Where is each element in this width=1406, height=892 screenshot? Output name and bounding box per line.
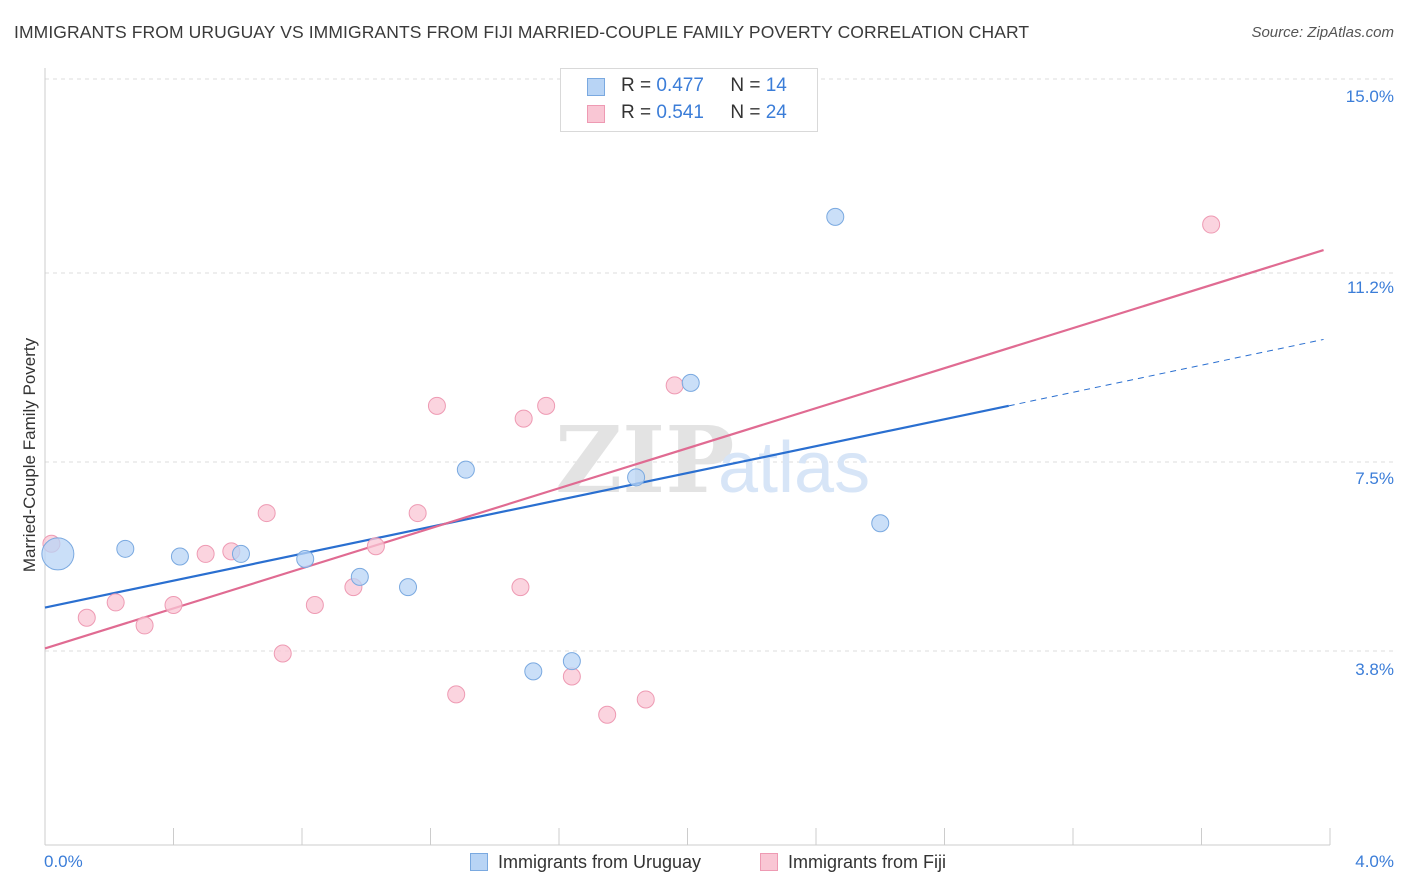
fiji-point (636, 690, 655, 709)
fiji-point (106, 593, 125, 612)
fiji-trend-line (44, 249, 1324, 650)
legend-item-fiji: Immigrants from Fiji (760, 852, 946, 878)
fiji-point (537, 396, 556, 415)
fiji-point (511, 578, 530, 597)
fiji-r-label: R = (621, 102, 652, 123)
x-tick-label-max: 4.0% (1355, 852, 1394, 871)
fiji-point (408, 504, 427, 523)
uruguay-point (231, 544, 250, 563)
uruguay-trend-line (44, 404, 1009, 609)
legend-fiji-swatch (760, 853, 778, 871)
chart-title: IMMIGRANTS FROM URUGUAY VS IMMIGRANTS FR… (14, 22, 1030, 42)
legend-fiji-label: Immigrants from Fiji (788, 852, 947, 872)
uruguay-n-label: N = (730, 75, 761, 96)
fiji-point (366, 537, 385, 556)
uruguay-point (170, 547, 189, 566)
source-credit: Source: ZipAtlas.com (1251, 24, 1394, 41)
uruguay-point (350, 567, 369, 586)
uruguay-point (41, 537, 75, 571)
uruguay-point (871, 514, 890, 533)
legend-uruguay-swatch (470, 853, 488, 871)
fiji-point (257, 504, 276, 523)
correlation-legend: R = 0.477 N = 14 R = 0.541 N = 24 (560, 68, 818, 132)
uruguay-stats: R = 0.477 N = 14 (621, 75, 787, 97)
watermark-zip: ZIP (555, 406, 734, 514)
x-tick-label-min: 0.0% (44, 852, 83, 871)
fiji-point (273, 644, 292, 663)
fiji-point (196, 544, 215, 563)
uruguay-r-label: R = (621, 75, 652, 96)
fiji-point (164, 595, 183, 614)
uruguay-r-value: 0.477 (656, 75, 704, 96)
y-axis-label: Married-Couple Family Poverty (20, 337, 39, 573)
uruguay-point (826, 207, 845, 226)
y-tick-label-15: 15.0% (1345, 87, 1394, 106)
uruguay-trend-extension (1008, 338, 1324, 407)
fiji-point (514, 409, 533, 428)
legend-item-uruguay: Immigrants from Uruguay (470, 852, 701, 878)
y-tick-label-3-8: 3.8% (1355, 660, 1394, 679)
uruguay-swatch (587, 78, 605, 96)
uruguay-point (116, 539, 135, 558)
fiji-point (562, 667, 581, 686)
fiji-stats: R = 0.541 N = 24 (621, 102, 787, 124)
legend-uruguay-label: Immigrants from Uruguay (498, 852, 702, 872)
uruguay-point (681, 373, 700, 392)
fiji-point (598, 705, 617, 724)
uruguay-point (456, 460, 475, 479)
uruguay-point (296, 550, 315, 569)
fiji-point (77, 608, 96, 627)
fiji-point (665, 376, 684, 395)
uruguay-point (562, 652, 581, 671)
uruguay-point (627, 468, 646, 487)
fiji-r-value: 0.541 (656, 102, 704, 123)
uruguay-point (399, 578, 418, 597)
fiji-n-label: N = (730, 102, 761, 123)
fiji-swatch (587, 105, 605, 123)
fiji-n-value: 24 (765, 102, 787, 123)
uruguay-n-value: 14 (765, 75, 787, 96)
watermark-atlas: atlas (718, 428, 870, 508)
fiji-point (1202, 215, 1221, 234)
y-tick-label-7-5: 7.5% (1355, 469, 1394, 488)
uruguay-point (524, 662, 543, 681)
fiji-point (305, 595, 324, 614)
fiji-point (135, 616, 154, 635)
y-tick-label-11-2: 11.2% (1347, 278, 1394, 297)
fiji-point (447, 685, 466, 704)
fiji-point (427, 396, 446, 415)
